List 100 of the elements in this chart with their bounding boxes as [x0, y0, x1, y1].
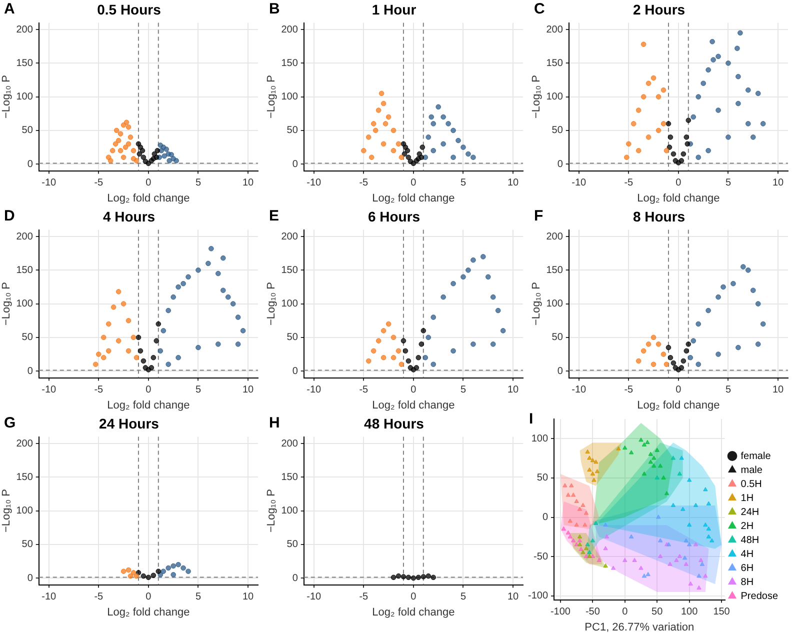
y-tick-label: 200: [16, 24, 34, 36]
y-tick-label: 100: [531, 433, 548, 444]
chart-title: 0.5 Hours: [97, 1, 162, 18]
point: [108, 158, 114, 164]
point: [380, 100, 386, 106]
point: [678, 158, 684, 164]
point: [646, 80, 652, 86]
point: [680, 358, 686, 364]
point: [693, 502, 698, 507]
point: [590, 471, 595, 476]
point: [440, 294, 446, 300]
x-tick-label: -5: [94, 592, 104, 603]
point: [406, 358, 412, 364]
point: [640, 348, 646, 354]
y-tick-label: 100: [281, 92, 298, 103]
legend-label: Predose: [740, 590, 778, 602]
y-tick-label: 150: [16, 264, 34, 276]
point: [684, 562, 688, 566]
point: [402, 348, 408, 354]
point: [652, 456, 656, 460]
point: [406, 154, 412, 160]
point: [755, 301, 761, 306]
legend-label: 0.5H: [740, 478, 762, 490]
point: [582, 522, 588, 527]
point: [650, 362, 656, 367]
point: [603, 563, 608, 568]
point: [696, 362, 702, 367]
point: [378, 90, 384, 96]
chart-title: 48 Hours: [364, 415, 424, 432]
point: [140, 573, 146, 579]
text: E: [269, 208, 280, 225]
point: [684, 348, 690, 354]
point: [372, 128, 378, 134]
y-tick-label: 100: [16, 298, 34, 310]
point: [587, 550, 592, 554]
point: [114, 128, 120, 134]
point: [120, 122, 126, 128]
point: [408, 365, 414, 370]
point: [416, 354, 422, 360]
x-tick-label: 10: [242, 178, 254, 189]
point: [670, 502, 676, 507]
point: [176, 562, 181, 568]
point: [168, 152, 174, 158]
point: [630, 121, 636, 126]
point: [186, 274, 191, 280]
legend-label: 8H: [740, 576, 754, 588]
point: [386, 114, 392, 120]
point: [390, 334, 396, 340]
point: [577, 538, 582, 542]
point: [216, 342, 221, 347]
point: [561, 526, 566, 530]
point: [398, 362, 404, 367]
y-axis-title: −Log₁₀ P: [266, 75, 278, 119]
point: [118, 131, 124, 136]
point: [710, 538, 714, 542]
point: [426, 334, 432, 340]
point: [154, 338, 160, 344]
point: [106, 321, 112, 327]
point: [225, 294, 231, 300]
x-tick-label: 5: [195, 178, 202, 189]
y-axis-title: −Log₁₀ P: [0, 282, 13, 326]
point: [196, 268, 201, 273]
point: [370, 348, 376, 354]
y-tick-label: 0: [292, 366, 298, 377]
text: H: [269, 414, 280, 432]
point: [126, 567, 132, 573]
y-axis-title: −Log₁₀ P: [530, 282, 543, 326]
text: B: [269, 0, 280, 18]
legend-label: 6H: [740, 562, 754, 574]
point: [706, 534, 711, 538]
text: F: [534, 208, 544, 225]
point: [603, 546, 608, 550]
chart-title: 1 Hour: [372, 1, 417, 18]
x-tick-label: 10: [772, 178, 784, 189]
point: [648, 452, 653, 456]
point: [726, 60, 731, 66]
point: [240, 328, 246, 334]
point: [664, 148, 670, 154]
point: [703, 574, 708, 578]
point: [116, 289, 122, 294]
x-axis-title: Log₂ fold change: [107, 606, 190, 618]
y-tick-label: 50: [286, 539, 298, 550]
point: [746, 268, 751, 273]
point: [376, 108, 382, 113]
y-tick-label: 50: [286, 125, 298, 136]
point: [430, 362, 436, 367]
y-tick-label: 150: [281, 472, 298, 483]
point: [682, 555, 688, 560]
point: [577, 534, 582, 538]
point: [706, 308, 711, 314]
point: [684, 141, 690, 147]
point: [734, 46, 740, 52]
point: [648, 460, 653, 464]
point: [220, 288, 226, 293]
text: I: [529, 410, 534, 428]
point: [746, 87, 751, 93]
x-tick-label: 10: [242, 384, 254, 396]
point: [176, 284, 181, 290]
y-tick-label: 50: [536, 472, 548, 484]
point: [632, 558, 637, 562]
